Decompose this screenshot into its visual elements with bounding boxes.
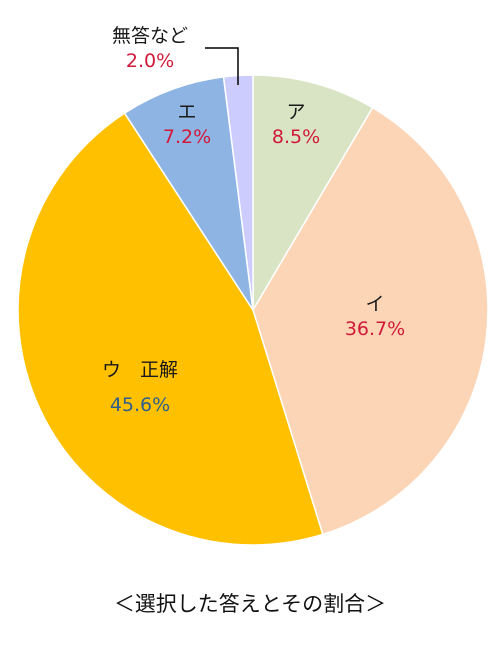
slice-percent-other: 2.0% (125, 49, 175, 72)
slice-percent-e: 7.2% (162, 125, 212, 148)
pie-chart (17, 74, 489, 546)
slice-category-a: ア (286, 101, 306, 123)
slice-percent-i: 36.7% (344, 317, 406, 340)
pie-slice-u (17, 112, 324, 546)
slice-category-other: 無答など (111, 25, 189, 47)
slice-category-i: イ (365, 293, 385, 315)
slice-category-e: エ (177, 101, 197, 123)
slice-label-e: エ 7.2% (163, 100, 211, 149)
pie-slice-a (252, 74, 374, 313)
slice-percent-a: 8.5% (271, 125, 321, 148)
chart-caption: ＜選択した答えとその割合＞ (113, 592, 387, 616)
slice-label-u: ウ 正解 45.6% (102, 358, 178, 417)
slice-label-i: イ 36.7% (345, 292, 405, 341)
slice-label-a: ア 8.5% (272, 100, 320, 149)
slice-percent-u: 45.6% (109, 393, 171, 416)
pie-slice-i (252, 106, 489, 536)
slice-category-u: ウ 正解 (101, 359, 179, 381)
slice-label-other: 無答など 2.0% (112, 24, 188, 73)
